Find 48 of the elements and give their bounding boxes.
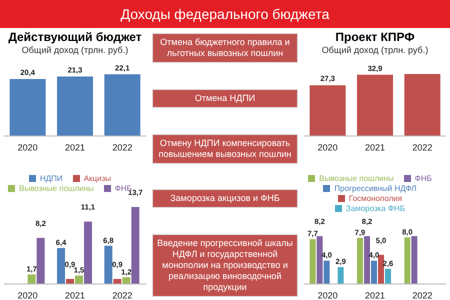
bar [316,236,323,284]
legend-label: ФНБ [414,174,432,183]
legend-label: НДПИ [40,174,63,183]
bar [324,260,330,284]
bar [357,238,364,284]
bar [57,248,66,284]
x-tick-label: 2020 [318,290,338,300]
bar [404,237,410,284]
bar [36,238,45,284]
chart-subtitle: Общий доход (трлн. руб.) [320,45,430,57]
bar [371,260,378,284]
bar [104,246,112,284]
x-tick-label: 2020 [318,142,338,152]
x-tick-label: 2021 [364,290,386,300]
legend-label: Вывозные пошлины [319,174,394,183]
legend-label: Вывозные пошлины [19,184,94,193]
text: Доходы федерального бюджета [0,0,450,28]
x-tick-label: 2020 [18,142,38,152]
legend-label: Акцизы [84,174,111,183]
text: Отмена НДПИ [152,88,298,108]
text: Заморозка акцизов и ФНБ [152,189,298,208]
bar [364,236,370,284]
bar [385,268,392,284]
chart-title: Проект КПРФ [334,30,416,45]
bar [131,206,140,284]
x-tick-label: 2020 [18,290,38,300]
legend-label: Прогрессивный НДФЛ [334,184,417,193]
x-tick-label: 2022 [112,142,132,152]
text: Отмену НДПИ компенсировать повышением вывозных пошлин [152,134,298,164]
text: Введение прогрессивной шкалы НДФЛ и государственной монополии на производство и реализацию виноводочной продукции [152,234,298,297]
x-tick-label: 2022 [412,142,432,152]
x-tick-label: 2022 [412,290,432,300]
bar [378,254,384,284]
chart-subtitle: Общий доход (трлн. руб.) [20,45,130,57]
bar [411,236,418,284]
x-tick-label: 2021 [64,142,86,152]
x-tick-label: 2021 [64,290,86,300]
bar [75,276,84,284]
legend-label: Заморозка ФНБ [346,204,406,213]
legend-label: Госмонополия [348,194,402,203]
x-tick-label: 2021 [364,142,386,152]
bar [28,274,36,284]
x-tick-label: 2022 [112,290,132,300]
text: Отмена бюджетного правила и льготных вывозных пошлин [152,33,298,63]
bar [310,239,316,284]
bar [338,267,344,284]
bar [84,222,92,284]
chart-title: Действующий бюджет [7,30,143,45]
